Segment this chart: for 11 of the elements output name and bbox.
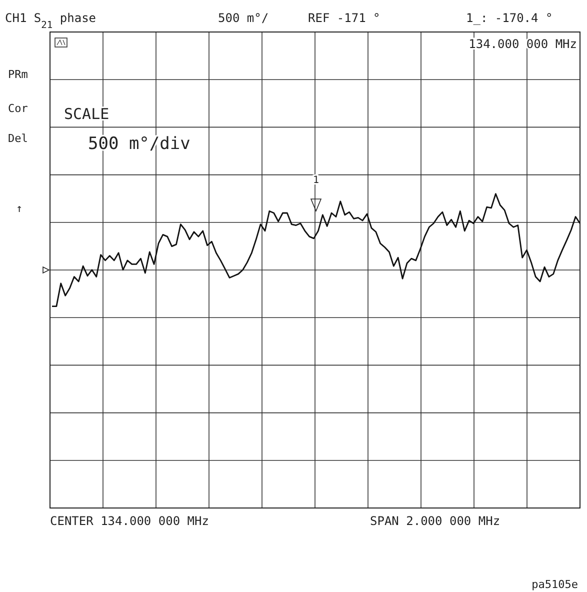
text: PRm	[8, 68, 28, 81]
text: CENTER 134.000 000 MHz	[50, 514, 209, 528]
text: 1_: -170.4 °	[466, 11, 553, 25]
text: ↑	[16, 202, 23, 215]
text: REF -171 °	[308, 11, 380, 25]
text: SPAN 2.000 000 MHz	[370, 514, 500, 528]
text: Del	[8, 132, 28, 145]
text: pa5105e	[532, 578, 578, 591]
text: Cor	[8, 102, 28, 115]
text: 500 m°/	[218, 11, 269, 25]
chart-title: CH1 S$_{21}$ phase	[5, 11, 96, 30]
